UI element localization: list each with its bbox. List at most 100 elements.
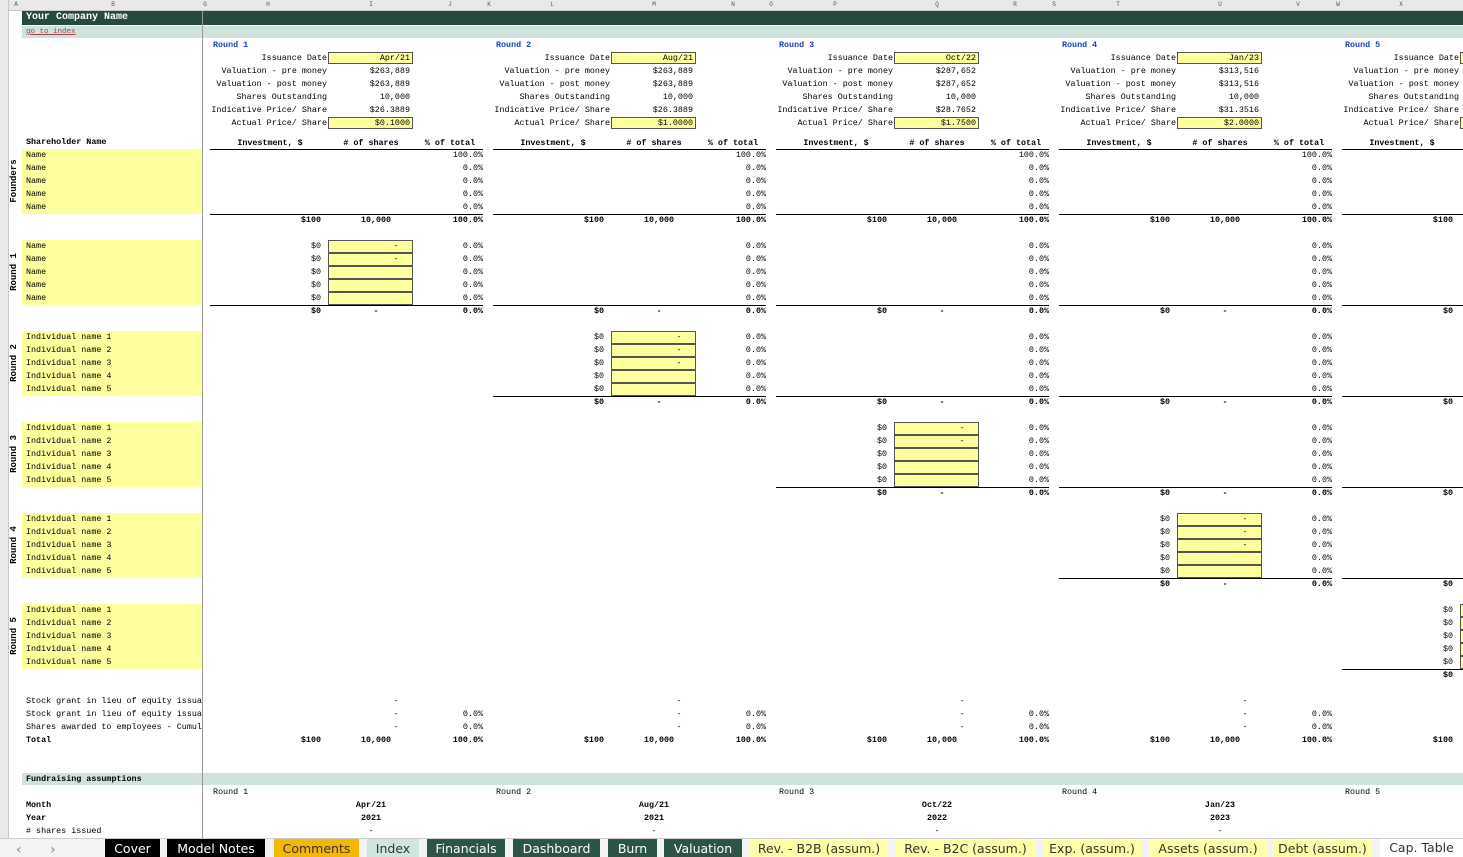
index-link[interactable]: go to index xyxy=(26,28,76,36)
sheet-tab[interactable]: Cap. Table xyxy=(1380,839,1463,857)
shareholder-name: Name xyxy=(26,176,47,186)
group-label: Round 5 xyxy=(9,617,19,655)
field-label: Valuation - post money xyxy=(1065,79,1176,89)
field-label: Actual Price/ Share xyxy=(1363,118,1460,128)
investment: $0 xyxy=(593,332,604,342)
field-label: Valuation - post money xyxy=(216,79,327,89)
title-band xyxy=(22,11,1463,25)
percent: 0.0% xyxy=(1311,436,1332,446)
percent: 0.0% xyxy=(1311,241,1332,251)
header-rule xyxy=(493,149,766,150)
section-total: $0 xyxy=(1442,397,1453,407)
fundraising-title: Fundraising assumptions xyxy=(26,774,142,784)
name-fill xyxy=(22,149,202,214)
section-total: 100.0% xyxy=(452,215,483,225)
sheet-tab[interactable]: Rev. - B2B (assum.) xyxy=(750,839,888,857)
grand-total: 10,000 xyxy=(1209,735,1241,745)
percent: 0.0% xyxy=(745,384,766,394)
shareholder-name: Individual name 5 xyxy=(26,384,112,394)
scroll-right[interactable]: › xyxy=(50,842,56,857)
field-value: $313,516 xyxy=(1218,79,1259,89)
total-rule xyxy=(1342,669,1463,670)
shares: - xyxy=(393,241,399,251)
percent: 0.0% xyxy=(462,280,483,290)
section-total: 10,000 xyxy=(360,215,392,225)
percent: 0.0% xyxy=(1311,345,1332,355)
sheet-tab[interactable]: Debt (assum.) xyxy=(1273,839,1372,857)
sheet-tab[interactable]: Dashboard xyxy=(513,839,600,857)
sheet-tab[interactable]: Financials xyxy=(427,839,505,857)
section-total: 0.0% xyxy=(1311,397,1332,407)
sheet-tab[interactable]: Cover xyxy=(105,839,160,857)
round-title: Round 4 xyxy=(1062,40,1098,50)
input-cell xyxy=(328,240,413,253)
section-total: 100.0% xyxy=(1018,215,1049,225)
input-cell xyxy=(611,357,696,370)
column-letter: G xyxy=(203,1,207,8)
input-cell xyxy=(1460,630,1463,643)
shareholder-name: Individual name 4 xyxy=(26,644,112,654)
round-title: Round 5 xyxy=(1345,40,1381,50)
percent: 0.0% xyxy=(1028,189,1049,199)
column-letter: V xyxy=(1296,1,1300,8)
section-total: 0.0% xyxy=(462,306,483,316)
name-fill xyxy=(22,422,202,487)
input-cell xyxy=(611,383,696,396)
shareholder-name: Individual name 1 xyxy=(26,605,112,615)
shareholder-header: Shareholder Name xyxy=(26,137,107,147)
grant-value: - xyxy=(676,709,682,719)
grant-value: 0.0% xyxy=(1311,722,1332,732)
grand-total: 10,000 xyxy=(926,735,958,745)
sheet-tab[interactable]: Burn xyxy=(608,839,657,857)
percent: 0.0% xyxy=(1311,540,1332,550)
percent: 0.0% xyxy=(745,358,766,368)
section-total: - xyxy=(1222,488,1228,498)
percent: 0.0% xyxy=(1311,176,1332,186)
section-total: $0 xyxy=(1159,397,1170,407)
field-value: $287,652 xyxy=(935,79,976,89)
input-cell xyxy=(328,52,413,64)
input-cell xyxy=(1177,526,1262,539)
input-cell xyxy=(1177,565,1262,578)
percent: 0.0% xyxy=(462,241,483,251)
link-band xyxy=(22,26,1463,38)
section-total: 0.0% xyxy=(1311,306,1332,316)
section-total: $0 xyxy=(310,306,321,316)
section-total: 10,000 xyxy=(1209,215,1241,225)
percent: 0.0% xyxy=(1028,293,1049,303)
section-total: - xyxy=(939,397,945,407)
percent: 0.0% xyxy=(462,189,483,199)
field-value: 10,000 xyxy=(379,92,410,102)
sheet-tab[interactable]: Exp. (assum.) xyxy=(1043,839,1141,857)
column-header: Investment, $ xyxy=(1086,138,1152,148)
fundraising-round: Round 2 xyxy=(496,787,532,797)
investment: $0 xyxy=(876,436,887,446)
section-total: $0 xyxy=(1442,306,1453,316)
grand-total: 100.0% xyxy=(1018,735,1049,745)
sheet-tab[interactable]: Comments xyxy=(274,839,359,857)
field-label: Issuance Date xyxy=(1393,53,1459,63)
sheet-tab[interactable]: Rev. - B2C (assum.) xyxy=(896,839,1035,857)
field-label: Indicative Price/ Share xyxy=(1060,105,1176,115)
round-title: Round 1 xyxy=(213,40,249,50)
percent: 0.0% xyxy=(1028,475,1049,485)
shares: - xyxy=(393,254,399,264)
percent: 0.0% xyxy=(1311,254,1332,264)
shareholder-name: Name xyxy=(26,150,47,160)
shareholder-name: Individual name 4 xyxy=(26,553,112,563)
column-header: % of total xyxy=(1273,138,1325,148)
shareholder-name: Individual name 2 xyxy=(26,436,112,446)
investment: $0 xyxy=(593,345,604,355)
grand-total: 10,000 xyxy=(360,735,392,745)
scroll-left[interactable]: ‹ xyxy=(16,842,22,857)
sheet-tab[interactable]: Valuation xyxy=(664,839,742,857)
percent: 0.0% xyxy=(1311,514,1332,524)
input-cell xyxy=(328,292,413,305)
sheet-tab[interactable]: Index xyxy=(367,839,419,857)
section-total: - xyxy=(1222,397,1228,407)
sheet-tab[interactable]: Assets (assum.) xyxy=(1149,839,1267,857)
field-label: Valuation - pre money xyxy=(1070,66,1176,76)
sheet-tab[interactable]: Model Notes xyxy=(167,839,265,857)
total-rule xyxy=(493,214,766,215)
input-cell xyxy=(1177,539,1262,552)
